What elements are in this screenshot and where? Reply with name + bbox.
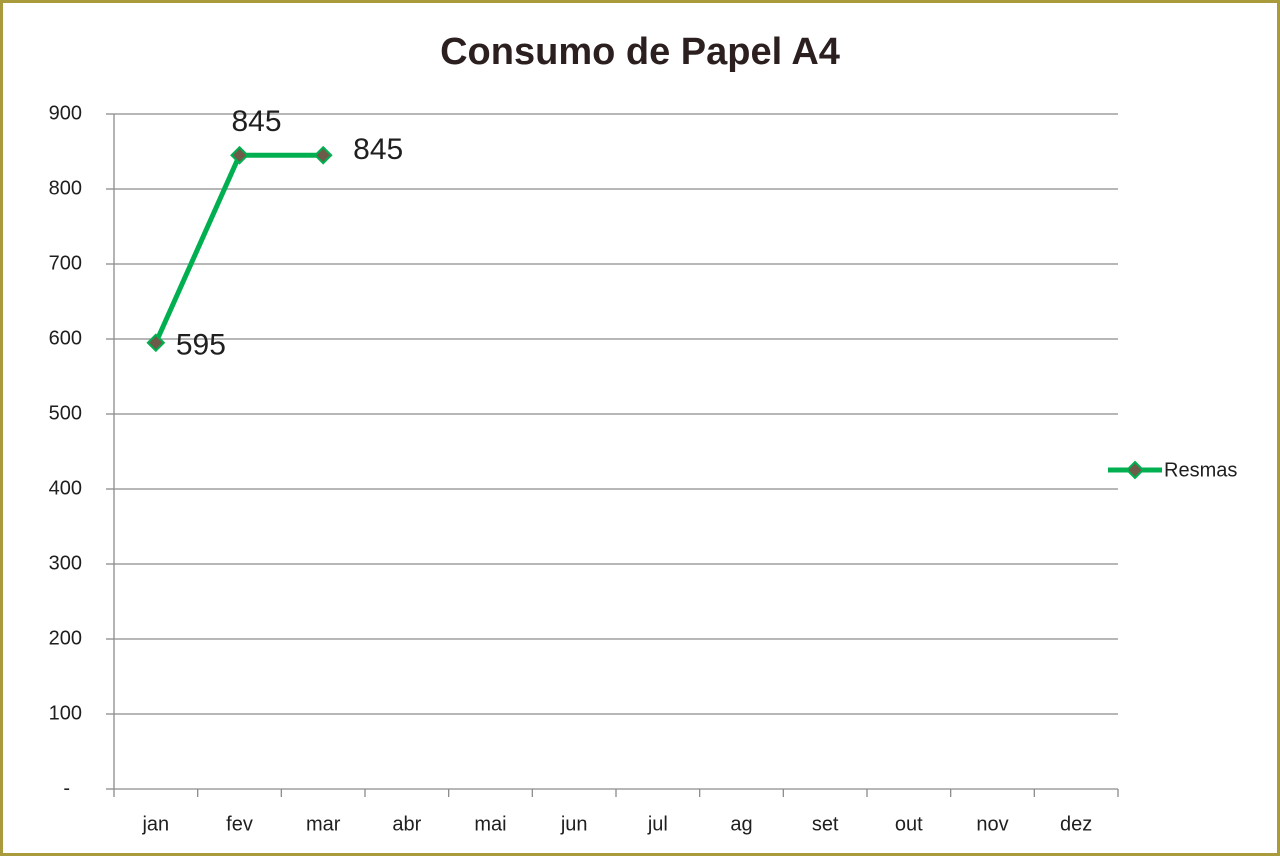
chart-title: Consumo de Papel A4 [440, 31, 840, 73]
y-tick-label: 300 [49, 552, 82, 574]
x-tick-label: jan [141, 813, 169, 835]
x-tick-label: jun [560, 813, 588, 835]
legend-label: Resmas [1164, 459, 1237, 481]
data-label: 845 [232, 105, 282, 138]
y-tick-label: 400 [49, 477, 82, 499]
data-label: 845 [353, 133, 403, 166]
y-tick-label: 500 [49, 402, 82, 424]
x-tick-label: ag [730, 813, 752, 835]
x-tick-label: dez [1060, 813, 1092, 835]
x-tick-label: jul [647, 813, 668, 835]
y-tick-label: - [63, 777, 70, 799]
x-tick-label: nov [976, 813, 1008, 835]
x-tick-label: mai [474, 813, 506, 835]
y-tick-label: 100 [49, 702, 82, 724]
y-tick-label: 900 [49, 102, 82, 124]
y-tick-label: 800 [49, 177, 82, 199]
marker [146, 333, 166, 353]
y-tick-label: 700 [49, 252, 82, 274]
x-tick-label: set [812, 813, 839, 835]
y-tick-label: 600 [49, 327, 82, 349]
y-tick-label: 200 [49, 627, 82, 649]
x-tick-label: mar [306, 813, 341, 835]
marker [313, 145, 333, 165]
legend-marker [1125, 460, 1145, 480]
x-tick-label: abr [392, 813, 421, 835]
marker [230, 145, 249, 165]
x-tick-label: fev [226, 813, 253, 835]
x-tick-label: out [895, 813, 923, 835]
data-label: 595 [176, 329, 226, 362]
